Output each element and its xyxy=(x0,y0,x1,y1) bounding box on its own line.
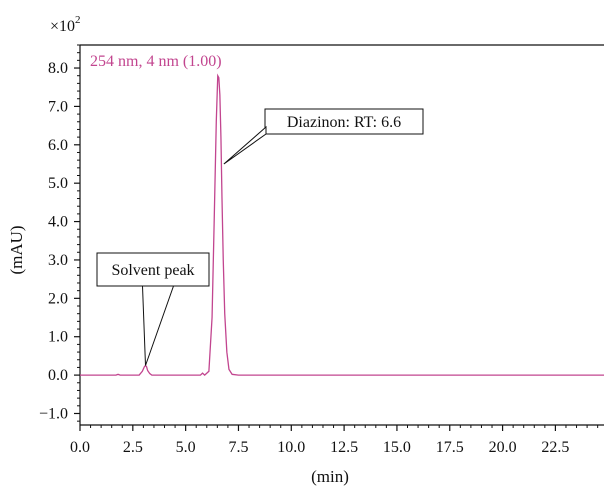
series-label: 254 nm, 4 nm (1.00) xyxy=(90,53,222,70)
solvent-peak-label-box xyxy=(96,252,210,287)
y-tick-label: 4.0 xyxy=(48,214,68,231)
y-tick-label: 1.0 xyxy=(48,329,68,346)
y-ticks-group: −1.0 0.0 1.0 2.0 3.0 4.0 5.0 6.0 7.0 8.0 xyxy=(39,44,80,422)
x-tick-label: 2.5 xyxy=(123,439,143,456)
series-line xyxy=(80,73,604,376)
y-tick-label: 3.0 xyxy=(48,252,68,269)
x-tick-label: 17.5 xyxy=(436,439,464,456)
solvent-peak-label: Solvent peak xyxy=(111,262,194,279)
y-multiplier-label: ×102 xyxy=(50,14,81,35)
x-tick-label: 5.0 xyxy=(176,439,196,456)
x-axis-title: (min) xyxy=(311,467,349,486)
x-tick-label: 15.0 xyxy=(383,439,411,456)
diazinon-label: Diazinon: RT: 6.6 xyxy=(287,114,401,131)
y-tick-label: 6.0 xyxy=(48,137,68,154)
x-tick-label: 20.0 xyxy=(489,439,517,456)
x-tick-label: 12.5 xyxy=(330,439,358,456)
y-tick-label: 2.0 xyxy=(48,290,68,307)
y-tick-label: 0.0 xyxy=(48,367,68,384)
y-tick-label: −1.0 xyxy=(39,405,68,422)
solvent-peak-callout: Solvent peak xyxy=(96,252,210,366)
diazinon-label-box xyxy=(264,108,424,135)
x-tick-label: 22.5 xyxy=(541,439,569,456)
x-tick-label: 10.0 xyxy=(277,439,305,456)
x-ticks-group: 0.0 2.5 5.0 7.5 10.0 12.5 15.0 17.5 20.0 22.5 xyxy=(70,425,599,456)
y-multiplier-exponent: 2 xyxy=(75,14,81,26)
y-tick-label: 5.0 xyxy=(48,175,68,192)
diazinon-callout: Diazinon: RT: 6.6 xyxy=(223,108,424,165)
y-tick-label: 8.0 xyxy=(48,60,68,77)
solvent-peak-pointer xyxy=(141,285,175,366)
y-tick-label: 7.0 xyxy=(48,98,68,115)
y-multiplier-base: ×10 xyxy=(50,18,75,35)
y-axis-title: (mAU) xyxy=(7,225,26,274)
x-tick-label: 0.0 xyxy=(70,439,90,456)
x-tick-label: 7.5 xyxy=(228,439,248,456)
diazinon-peak-pointer xyxy=(223,125,267,165)
